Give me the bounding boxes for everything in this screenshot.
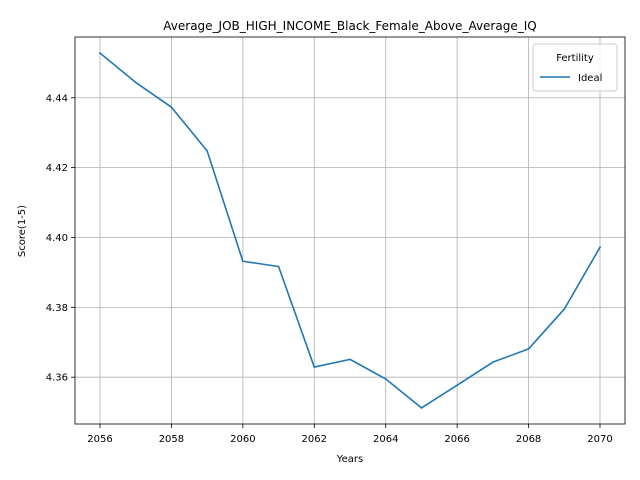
x-tick-label: 2064 xyxy=(373,434,398,445)
data-point xyxy=(421,407,423,409)
x-tick-label: 2066 xyxy=(444,434,469,445)
chart-title: Average_JOB_HIGH_INCOME_Black_Female_Abo… xyxy=(163,19,536,33)
data-point xyxy=(349,358,351,360)
data-point xyxy=(135,82,137,84)
x-tick-label: 2056 xyxy=(87,434,112,445)
x-tick-label: 2062 xyxy=(302,434,327,445)
data-point xyxy=(563,308,565,310)
x-tick-label: 2068 xyxy=(516,434,541,445)
data-point xyxy=(278,266,280,268)
legend-box xyxy=(533,44,617,91)
x-tick-label: 2060 xyxy=(230,434,255,445)
y-tick-label: 4.38 xyxy=(46,303,68,314)
data-point xyxy=(528,348,530,350)
data-point xyxy=(206,150,208,152)
data-point xyxy=(313,366,315,368)
y-tick-label: 4.44 xyxy=(46,93,68,104)
legend: Fertility Ideal xyxy=(533,44,617,91)
data-point xyxy=(171,106,173,108)
legend-entry-ideal: Ideal xyxy=(578,73,602,84)
data-point xyxy=(599,246,601,248)
data-point xyxy=(385,378,387,380)
x-axis-label: Years xyxy=(336,454,363,465)
data-point xyxy=(99,52,101,54)
x-tick-label: 2070 xyxy=(587,434,612,445)
y-tick-label: 4.40 xyxy=(46,233,68,244)
y-tick-label: 4.42 xyxy=(46,163,68,174)
x-tick-label: 2058 xyxy=(159,434,184,445)
data-point xyxy=(492,361,494,363)
y-tick-label: 4.36 xyxy=(46,373,68,384)
legend-title: Fertility xyxy=(556,53,594,64)
data-point xyxy=(242,260,244,262)
data-point xyxy=(456,384,458,386)
y-axis-label: Score(1-5) xyxy=(17,205,28,257)
